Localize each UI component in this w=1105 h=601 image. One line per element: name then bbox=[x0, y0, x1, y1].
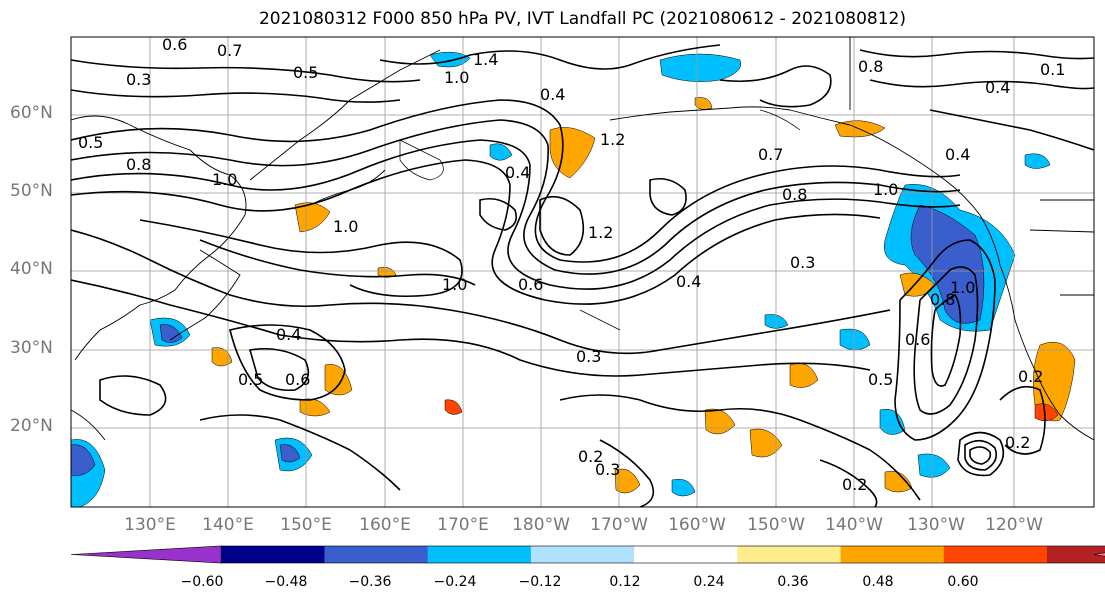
contour-label: 0.3 bbox=[595, 460, 620, 479]
contour-label: 1.4 bbox=[473, 50, 498, 69]
colorbar-tick: 0.24 bbox=[693, 574, 725, 590]
contour-label: 0.4 bbox=[945, 145, 970, 164]
colorbar-tick: −0.60 bbox=[180, 574, 224, 590]
minor-contours bbox=[399, 109, 801, 331]
contour-label: 0.3 bbox=[576, 347, 601, 366]
lat-label-50n: 50°N bbox=[10, 181, 53, 201]
colorbar-tick: 0.60 bbox=[947, 574, 979, 590]
lon-label-170w: 170°W bbox=[590, 515, 648, 535]
map-frame bbox=[70, 36, 1095, 508]
contour-label: 1.0 bbox=[950, 278, 975, 297]
contour-label: 0.3 bbox=[126, 70, 151, 89]
contour-label: 1.0 bbox=[873, 180, 898, 199]
lon-label-140w: 140°W bbox=[825, 515, 883, 535]
lat-label-20n: 20°N bbox=[10, 416, 53, 436]
contour-label: 1.0 bbox=[442, 275, 467, 294]
lon-label-120w: 120°W bbox=[985, 515, 1043, 535]
contour-label: 1.2 bbox=[588, 223, 613, 242]
graticule bbox=[71, 37, 1094, 507]
contour-label: 0.2 bbox=[1018, 367, 1043, 386]
lon-label-150w: 150°W bbox=[747, 515, 805, 535]
lat-label-60n: 60°N bbox=[10, 103, 53, 123]
contour-label: 1.0 bbox=[333, 217, 358, 236]
contour-label: 0.2 bbox=[842, 475, 867, 494]
contour-label: 0.8 bbox=[126, 155, 151, 174]
contour-label: 1.0 bbox=[444, 68, 469, 87]
colorbar-tick: −0.36 bbox=[348, 574, 392, 590]
contour-label: 0.5 bbox=[78, 133, 103, 152]
contour-label-group: 0.6 0.7 1.4 0.8 0.1 0.3 0.5 1.0 0.4 0.4 … bbox=[78, 35, 1065, 494]
contour-label: 0.6 bbox=[905, 330, 930, 349]
contour-label: 0.3 bbox=[790, 253, 815, 272]
lon-label-150e: 150°E bbox=[280, 515, 332, 535]
lon-label-130e: 130°E bbox=[124, 515, 176, 535]
contour-label: 0.7 bbox=[758, 145, 783, 164]
contour-label: 0.5 bbox=[868, 370, 893, 389]
contour-label: 0.2 bbox=[578, 447, 603, 466]
lat-label-30n: 30°N bbox=[10, 338, 53, 358]
contour-label: 0.6 bbox=[162, 35, 187, 54]
contour-label: 1.0 bbox=[212, 170, 237, 189]
colorbar-tick: 0.48 bbox=[862, 574, 894, 590]
lon-label-140e: 140°E bbox=[202, 515, 254, 535]
contour-label: 0.7 bbox=[217, 41, 242, 60]
lon-label-160e: 160°E bbox=[359, 515, 411, 535]
contour-label: 0.4 bbox=[540, 85, 565, 104]
colorbar-tick: −0.12 bbox=[518, 574, 562, 590]
contour-label: 0.4 bbox=[676, 272, 701, 291]
lon-label-160w: 160°W bbox=[668, 515, 726, 535]
contour-label: 0.4 bbox=[505, 163, 530, 182]
coastlines bbox=[71, 37, 1094, 441]
colorbar-tick: −0.48 bbox=[264, 574, 308, 590]
contour-label: 0.6 bbox=[285, 370, 310, 389]
contour-label: 0.5 bbox=[293, 63, 318, 82]
contour-label: 1.2 bbox=[600, 130, 625, 149]
lon-label-170e: 170°E bbox=[437, 515, 489, 535]
contour-label: 0.6 bbox=[518, 275, 543, 294]
map-title: 2021080312 F000 850 hPa PV, IVT Landfall… bbox=[258, 9, 906, 29]
contour-label: 0.8 bbox=[930, 290, 955, 309]
lon-label-180w: 180°W bbox=[512, 515, 570, 535]
contour-label: 0.8 bbox=[782, 185, 807, 204]
lon-label-130w: 130°W bbox=[907, 515, 965, 535]
colorbar-tick: 0.12 bbox=[609, 574, 641, 590]
contour-label: 0.2 bbox=[1005, 433, 1030, 452]
pv-contours bbox=[71, 44, 1094, 507]
contour-label: 0.8 bbox=[858, 57, 883, 76]
contour-label: 0.5 bbox=[238, 370, 263, 389]
contour-label: 0.4 bbox=[985, 78, 1010, 97]
colorbar-tick: −0.24 bbox=[433, 574, 477, 590]
contour-label: 0.4 bbox=[276, 325, 301, 344]
contour-label: 0.1 bbox=[1040, 60, 1065, 79]
colorbar-tick: 0.36 bbox=[777, 574, 809, 590]
lat-label-40n: 40°N bbox=[10, 259, 53, 279]
